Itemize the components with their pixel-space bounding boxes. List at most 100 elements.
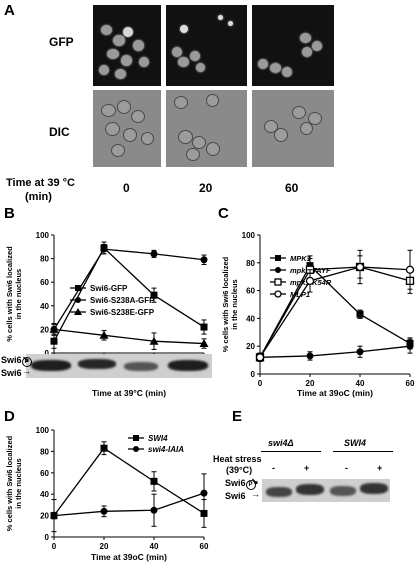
panel-e-strain2-line xyxy=(333,451,393,452)
y-tick-label-c-100: 100 xyxy=(242,231,256,240)
time-20: 20 xyxy=(199,181,213,195)
point-c-3-2 xyxy=(355,262,365,272)
sign-4: + xyxy=(377,463,383,473)
point-b-2-3 xyxy=(199,339,209,348)
series-d-1 xyxy=(50,473,208,533)
legend-marker-b-0 xyxy=(75,285,81,291)
series-c-1 xyxy=(256,338,414,361)
point-b-0-3 xyxy=(200,323,208,331)
y-tick-label-d-20: 20 xyxy=(40,512,49,521)
point-c-0-2 xyxy=(356,310,364,318)
x-tick-label-c-0: 0 xyxy=(258,379,263,388)
panel-e-arrow-upper: ↘ xyxy=(251,476,259,486)
x-axis-label-b: Time at 39°C (min) xyxy=(92,388,166,398)
legend-marker-b-2 xyxy=(74,308,82,315)
point-d-1-1 xyxy=(100,507,108,515)
dic-image-0min xyxy=(93,90,161,167)
point-b-1-3 xyxy=(200,256,208,264)
y-tick-label-b-0: 0 xyxy=(45,349,50,358)
panel-e-blot xyxy=(262,479,390,502)
point-c-3-0 xyxy=(255,353,265,362)
legend-marker-b-1 xyxy=(75,297,81,303)
legend-label-c-3: MLP1 xyxy=(290,290,310,299)
point-b-0-0 xyxy=(50,337,58,345)
legend-label-d-1: swi4-IAIA xyxy=(148,445,184,454)
x-axis-label-c: Time at 39oC (min) xyxy=(297,388,373,398)
point-c-3-1 xyxy=(305,276,315,286)
panel-e-arrow-lower: → xyxy=(251,489,260,499)
y-tick-label-d-0: 0 xyxy=(45,533,50,542)
phospho-icon: P xyxy=(21,357,32,367)
point-c-1-1 xyxy=(306,352,314,360)
point-d-1-0 xyxy=(50,512,58,520)
x-axis-label-d: Time at 39oC (min) xyxy=(91,552,167,562)
time-0: 0 xyxy=(123,181,130,195)
y-tick-label-d-60: 60 xyxy=(40,469,49,478)
y-tick-label-b-40: 40 xyxy=(40,302,49,311)
gfp-image-60min xyxy=(252,5,334,86)
time-60: 60 xyxy=(285,181,299,195)
point-d-0-1 xyxy=(100,444,108,452)
series-line-b-0 xyxy=(53,246,205,342)
panel-b-swi6p-label: Swi6 P xyxy=(1,355,32,367)
y-axis-label-b: % cells with Swi6 localizedin the nucleu… xyxy=(5,246,23,342)
legend-marker-c-3 xyxy=(274,290,282,298)
chart-panel-c: 0 20 40 60 80 100 0 20 40 60 Time at 39oC (min) % c… xyxy=(221,231,415,398)
series-c-3 xyxy=(255,249,415,362)
dic-image-60min xyxy=(252,90,334,167)
y-axis-label-d: % cells with Swi6 localizedin the nucleu… xyxy=(5,435,23,531)
series-line-c-3 xyxy=(259,266,411,358)
point-d-1-2 xyxy=(150,506,158,514)
y-axis-label-c: % cells with Swi6 localizedin the nucleu… xyxy=(221,256,239,352)
dic-row-label: DIC xyxy=(49,125,70,139)
y-tick-label-c-60: 60 xyxy=(246,287,255,296)
y-tick-label-d-40: 40 xyxy=(40,490,49,499)
series-line-d-0 xyxy=(53,447,205,516)
panel-b-swi6-label: Swi6 xyxy=(1,368,22,378)
x-tick-label-c-60: 60 xyxy=(406,379,415,388)
legend-marker-d-1 xyxy=(133,446,139,452)
series-b-1 xyxy=(50,243,208,336)
panel-c-label: C xyxy=(218,205,229,222)
panel-e-swi6p-label: Swi6 P xyxy=(225,478,256,490)
y-tick-label-b-80: 80 xyxy=(40,255,49,264)
series-b-2 xyxy=(49,324,209,350)
x-tick-label-c-20: 20 xyxy=(306,379,315,388)
point-d-0-3 xyxy=(200,509,208,517)
panel-e-swi6-label: Swi6 xyxy=(225,491,246,501)
point-b-2-1 xyxy=(99,330,109,339)
legend-marker-c-2 xyxy=(274,278,282,286)
x-tick-label-d-60: 60 xyxy=(200,542,209,551)
panel-d-label: D xyxy=(4,408,15,425)
legend-label-d-0: SWI4 xyxy=(148,434,168,443)
point-b-0-2 xyxy=(150,291,158,299)
x-tick-label-d-0: 0 xyxy=(52,542,57,551)
point-b-1-2 xyxy=(150,250,158,258)
point-b-2-0 xyxy=(49,324,59,333)
panel-b-arrow-upper: ↘ xyxy=(22,354,30,364)
series-line-c-1 xyxy=(259,345,411,358)
panel-e-strain1-line xyxy=(261,451,321,452)
legend-label-b-1: Swi6-S238A-GFP xyxy=(90,296,155,305)
y-tick-label-c-20: 20 xyxy=(246,342,255,351)
heat-stress-temp: (39°C) xyxy=(226,465,253,475)
dic-image-20min xyxy=(166,90,247,167)
panel-a-label: A xyxy=(4,2,15,19)
y-tick-label-d-100: 100 xyxy=(36,426,50,435)
series-line-b-1 xyxy=(53,248,205,330)
time-label-line1: Time at 39 °C xyxy=(6,177,76,189)
series-line-d-1 xyxy=(53,492,205,517)
gfp-image-20min xyxy=(166,5,247,86)
phospho-icon-e: P xyxy=(245,480,256,490)
legend-marker-d-0 xyxy=(133,435,139,441)
gfp-image-0min xyxy=(93,5,161,86)
point-d-1-3 xyxy=(200,489,208,497)
panel-e-strain2: SWI4 xyxy=(344,438,367,448)
series-c-2 xyxy=(255,249,415,362)
sign-2: + xyxy=(304,463,310,473)
chart-panel-d: 0 20 40 60 80 100 0 20 40 60 Time at 39oC (min) % c… xyxy=(5,426,209,562)
heat-stress-label: Heat stress xyxy=(213,454,262,464)
point-d-0-2 xyxy=(150,477,158,485)
panel-e-strain1: swi4Δ xyxy=(268,438,294,448)
